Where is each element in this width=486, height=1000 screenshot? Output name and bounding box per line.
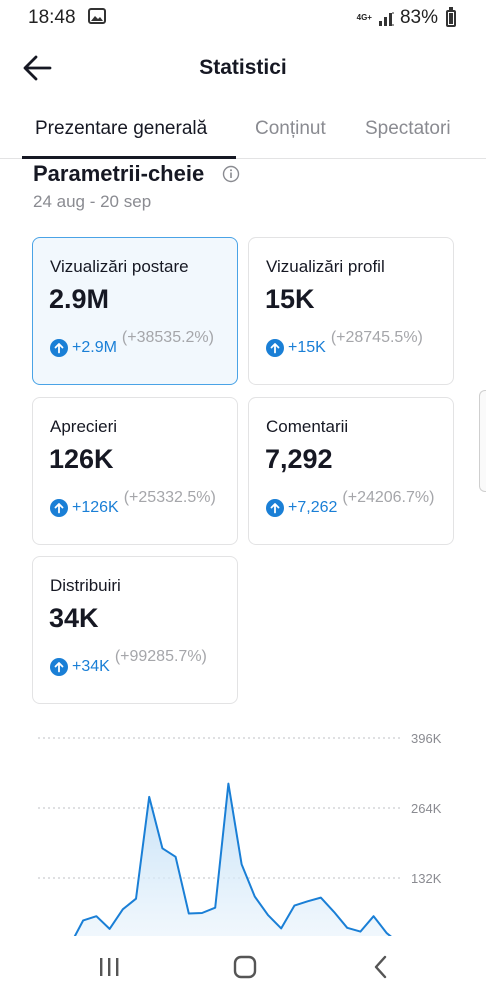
tab-content[interactable]: Conținut bbox=[255, 118, 326, 139]
metric-delta: +126K bbox=[72, 499, 119, 516]
y-tick-label: 264K bbox=[411, 801, 442, 816]
metric-label: Comentarii bbox=[266, 417, 349, 436]
page-title: Statistici bbox=[199, 56, 287, 79]
home-icon[interactable] bbox=[229, 954, 261, 980]
metric-delta: +15K bbox=[288, 339, 326, 356]
y-tick-label: 396K bbox=[411, 731, 442, 746]
metric-change: +15K (+28745.5%) bbox=[266, 327, 427, 357]
metric-change: +34K (+99285.7%) bbox=[50, 646, 211, 676]
metric-percent: (+25332.5%) bbox=[123, 489, 216, 506]
metric-label: Vizualizări profil bbox=[266, 257, 385, 276]
metric-card-profile-views[interactable]: Vizualizări profil 15K +15K (+28745.5%) bbox=[248, 237, 454, 385]
info-icon[interactable] bbox=[222, 165, 240, 183]
network-type: 4G+ bbox=[356, 13, 372, 22]
arrow-up-circle-icon bbox=[50, 499, 68, 517]
y-tick-label: 132K bbox=[411, 871, 442, 886]
metric-change: +7,262 (+24206.7%) bbox=[266, 487, 438, 517]
post-views-chart: 396K 264K 132K bbox=[38, 731, 442, 936]
status-bar: 18:48 4G+ 83% bbox=[0, 0, 486, 36]
system-nav-bar bbox=[0, 936, 486, 1000]
nav-back-icon[interactable] bbox=[365, 954, 397, 980]
metric-card-post-views[interactable]: Vizualizări postare 2.9M +2.9M (+38535.2… bbox=[32, 237, 238, 385]
metric-percent: (+28745.5%) bbox=[330, 329, 423, 346]
section-title: Parametrii-cheie bbox=[33, 161, 205, 186]
battery-percent: 83% bbox=[399, 7, 438, 28]
active-tab-indicator bbox=[22, 156, 236, 159]
metric-change: +126K (+25332.5%) bbox=[50, 487, 220, 517]
back-arrow-icon[interactable] bbox=[20, 52, 56, 84]
tab-bar: Prezentare generală Conținut Spectatori bbox=[0, 104, 486, 159]
metric-label: Vizualizări postare bbox=[50, 257, 189, 276]
metric-value: 34K bbox=[49, 603, 99, 633]
tab-viewers[interactable]: Spectatori bbox=[365, 118, 451, 139]
app-header: Statistici bbox=[0, 36, 486, 100]
arrow-up-circle-icon bbox=[266, 339, 284, 357]
metric-percent: (+38535.2%) bbox=[121, 329, 214, 346]
arrow-up-circle-icon bbox=[50, 339, 68, 357]
metric-percent: (+99285.7%) bbox=[114, 648, 207, 665]
signal-icon bbox=[378, 12, 394, 26]
metric-delta: +7,262 bbox=[288, 499, 338, 516]
metric-value: 7,292 bbox=[265, 444, 333, 474]
battery-icon bbox=[446, 6, 456, 27]
status-indicators: 4G+ 83% bbox=[356, 6, 456, 29]
metric-label: Distribuiri bbox=[50, 576, 121, 595]
scroll-handle[interactable] bbox=[479, 390, 486, 492]
metric-card-comments[interactable]: Comentarii 7,292 +7,262 (+24206.7%) bbox=[248, 397, 454, 545]
gallery-notification-icon bbox=[88, 8, 106, 24]
recent-apps-icon[interactable] bbox=[93, 954, 125, 980]
metric-card-shares[interactable]: Distribuiri 34K +34K (+99285.7%) bbox=[32, 556, 238, 704]
date-range: 24 aug - 20 sep bbox=[33, 192, 152, 211]
metric-card-likes[interactable]: Aprecieri 126K +126K (+25332.5%) bbox=[32, 397, 238, 545]
metric-delta: +34K bbox=[72, 658, 110, 675]
metric-delta: +2.9M bbox=[72, 339, 117, 356]
tab-overview[interactable]: Prezentare generală bbox=[35, 118, 208, 139]
metric-change: +2.9M (+38535.2%) bbox=[50, 327, 218, 357]
metric-percent: (+24206.7%) bbox=[342, 489, 435, 506]
arrow-up-circle-icon bbox=[266, 499, 284, 517]
status-time: 18:48 bbox=[28, 7, 76, 28]
metric-label: Aprecieri bbox=[50, 417, 118, 436]
arrow-up-circle-icon bbox=[50, 658, 68, 676]
metric-value: 126K bbox=[49, 444, 114, 474]
chart-line bbox=[73, 782, 392, 936]
metric-value: 15K bbox=[265, 284, 315, 314]
metric-value: 2.9M bbox=[49, 284, 110, 314]
chart-area bbox=[70, 783, 400, 936]
